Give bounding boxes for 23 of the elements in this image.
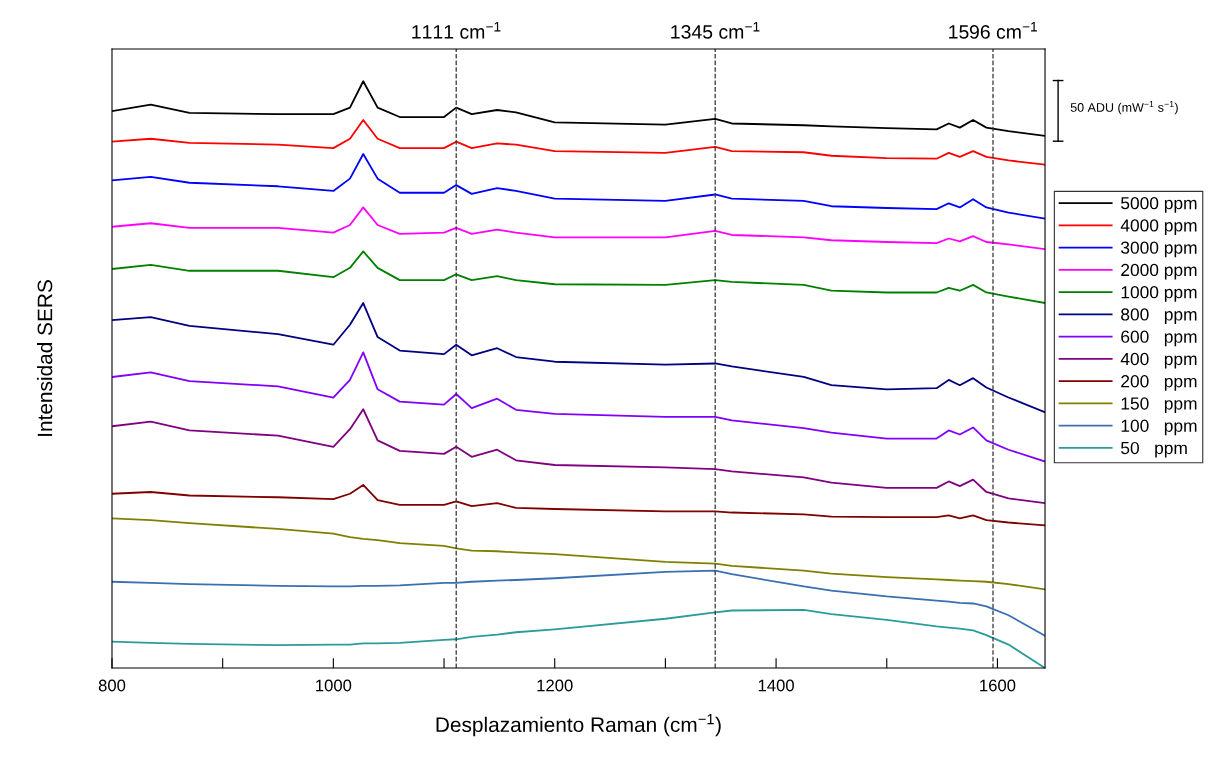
x-tick-label: 1400 [758, 679, 794, 692]
legend-label: 200 ppm [1121, 375, 1197, 391]
y-axis-title: Intensidad SERS [37, 280, 53, 436]
legend-label: 1000 ppm [1121, 286, 1197, 302]
legend-label: 50 ppm [1121, 441, 1187, 458]
x-tick-label: 1200 [537, 679, 573, 692]
legend-label: 600 ppm [1121, 330, 1197, 347]
ref-line-label: 1345 cm$^{−1}$ [671, 22, 760, 39]
legend-label: 800 ppm [1121, 308, 1197, 325]
x-tick-label: 1000 [316, 679, 352, 692]
legend-label: 100 ppm [1121, 419, 1197, 436]
legend-label: 150 ppm [1121, 397, 1197, 414]
text: 50 ADU (mW$^{−1}$ s$^{−1}$) [1070, 101, 1178, 115]
legend-label: 2000 ppm [1121, 263, 1197, 280]
legend-label: 4000 ppm [1120, 219, 1197, 235]
ref-line-label: 1111 cm$^{−1}$ [412, 22, 501, 39]
x-axis-title: Desplazamiento Raman (cm$^{−1}$) [436, 714, 721, 737]
x-tick-label: 1600 [980, 679, 1016, 692]
legend-label: 400 ppm [1120, 352, 1197, 369]
x-tick-label: 800 [98, 679, 126, 692]
ref-line-label: 1596 cm$^{−1}$ [949, 22, 1037, 39]
legend-label: 5000 ppm [1121, 197, 1197, 213]
legend-label: 3000 ppm [1120, 241, 1197, 258]
